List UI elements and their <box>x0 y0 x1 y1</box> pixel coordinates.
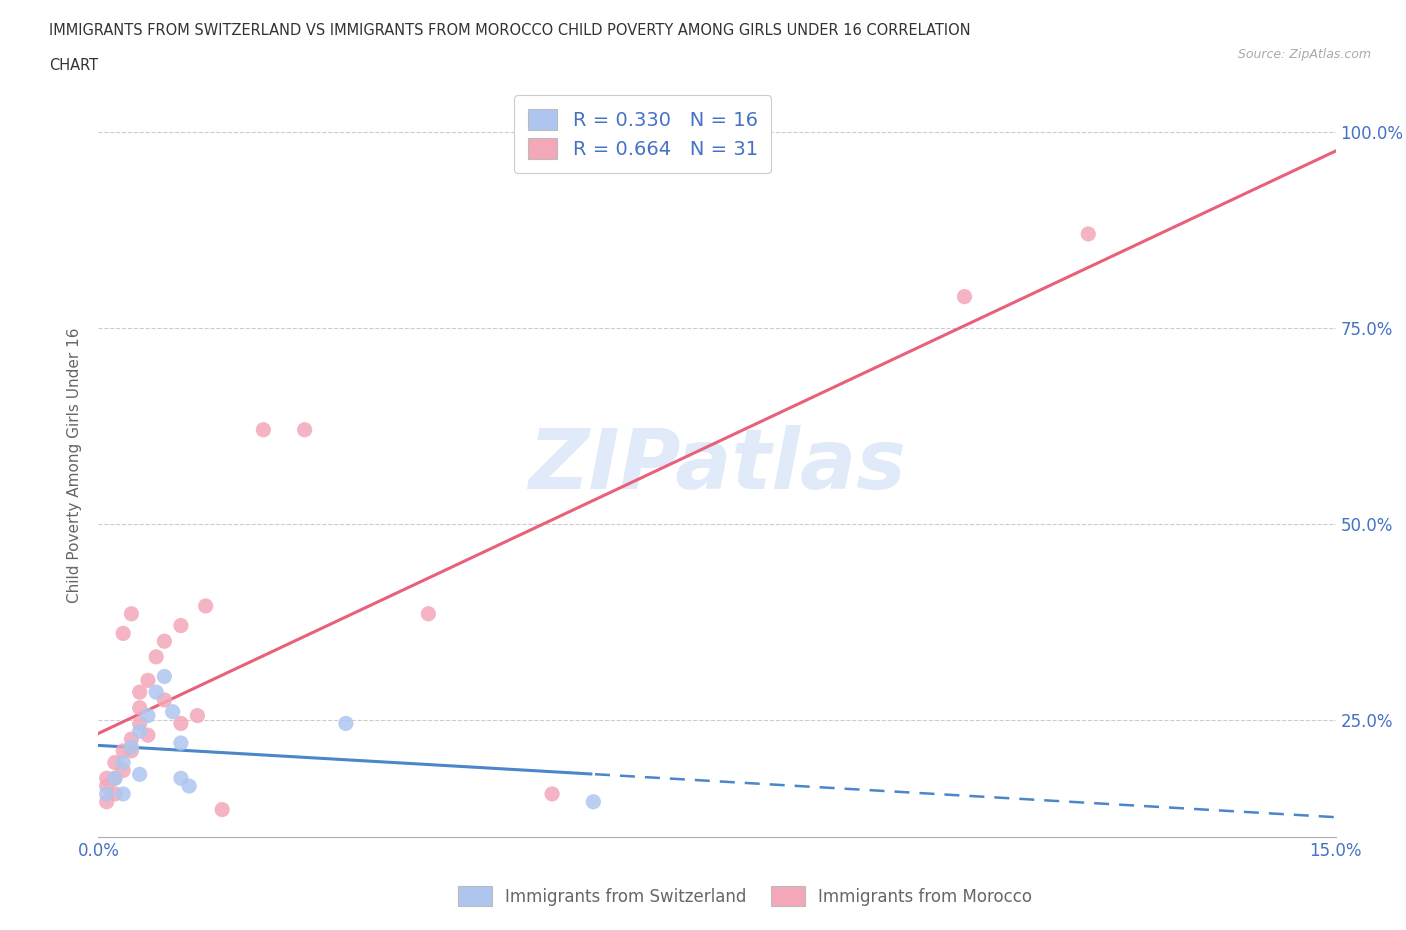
Text: Source: ZipAtlas.com: Source: ZipAtlas.com <box>1237 48 1371 61</box>
Point <box>96 778 118 793</box>
Point <box>96 771 118 786</box>
Point <box>1077 227 1099 242</box>
Point <box>145 649 167 664</box>
Point <box>136 708 159 723</box>
Point <box>104 755 127 770</box>
Point <box>112 787 135 802</box>
Point <box>128 716 150 731</box>
Point <box>170 618 193 633</box>
Point <box>136 728 159 743</box>
Point <box>170 716 193 731</box>
Point <box>136 673 159 688</box>
Point <box>541 787 564 802</box>
Point <box>162 704 184 719</box>
Point <box>96 794 118 809</box>
Point <box>112 763 135 777</box>
Point <box>112 626 135 641</box>
Point <box>128 684 150 699</box>
Text: ZIPatlas: ZIPatlas <box>529 424 905 506</box>
Point <box>145 684 167 699</box>
Point <box>153 693 176 708</box>
Legend: Immigrants from Switzerland, Immigrants from Morocco: Immigrants from Switzerland, Immigrants … <box>451 880 1039 912</box>
Point <box>170 736 193 751</box>
Point <box>294 422 316 437</box>
Point <box>211 803 233 817</box>
Point <box>252 422 274 437</box>
Point <box>104 787 127 802</box>
Point <box>179 778 201 793</box>
Point <box>153 633 176 648</box>
Point <box>335 716 357 731</box>
Point <box>128 700 150 715</box>
Point <box>128 724 150 738</box>
Y-axis label: Child Poverty Among Girls Under 16: Child Poverty Among Girls Under 16 <box>67 327 83 603</box>
Point <box>153 669 176 684</box>
Point <box>104 771 127 786</box>
Point <box>582 794 605 809</box>
Text: IMMIGRANTS FROM SWITZERLAND VS IMMIGRANTS FROM MOROCCO CHILD POVERTY AMONG GIRLS: IMMIGRANTS FROM SWITZERLAND VS IMMIGRANT… <box>49 23 970 38</box>
Point <box>120 739 142 754</box>
Point <box>104 771 127 786</box>
Text: CHART: CHART <box>49 58 98 73</box>
Point <box>418 606 440 621</box>
Point <box>112 755 135 770</box>
Point <box>194 599 217 614</box>
Point <box>170 771 193 786</box>
Point <box>186 708 208 723</box>
Point <box>120 743 142 758</box>
Point <box>120 606 142 621</box>
Point <box>96 787 118 802</box>
Point <box>128 767 150 782</box>
Point <box>112 743 135 758</box>
Point <box>120 732 142 747</box>
Legend: R = 0.330   N = 16, R = 0.664   N = 31: R = 0.330 N = 16, R = 0.664 N = 31 <box>515 95 772 173</box>
Point <box>953 289 976 304</box>
